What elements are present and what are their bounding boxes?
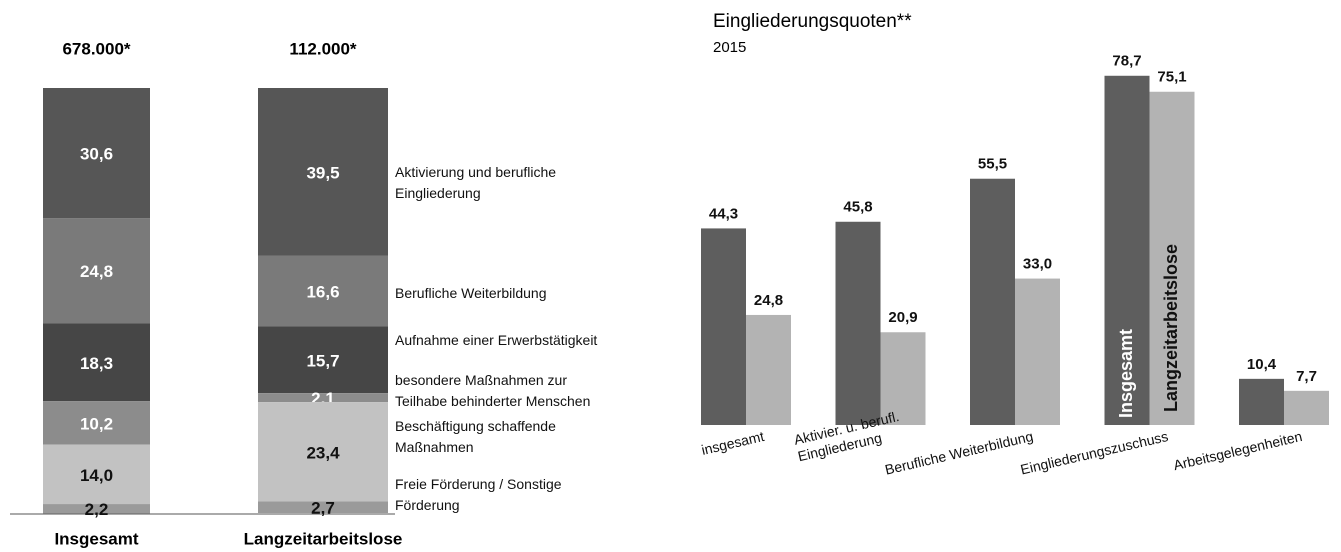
value-label: 33,0 xyxy=(1023,256,1052,273)
chart-subtitle: 2015 xyxy=(713,39,746,56)
total-label: 112.000* xyxy=(289,39,357,58)
series-name: Insgesamt xyxy=(1116,329,1136,418)
bar xyxy=(1104,75,1150,426)
series-name: Langzeitarbeitslose xyxy=(1161,244,1181,412)
bar xyxy=(1284,390,1329,425)
bar xyxy=(1239,378,1284,425)
legend-label: Aufnahme einer Erwerbstätigkeit xyxy=(395,332,598,348)
bar xyxy=(1015,278,1060,425)
value-label: 30,6 xyxy=(80,145,113,164)
bar-segment xyxy=(258,393,388,403)
value-label: 16,6 xyxy=(306,283,339,302)
value-label: 10,2 xyxy=(80,414,113,433)
category-label: Langzeitarbeitslose xyxy=(244,529,403,548)
bar xyxy=(835,221,881,425)
bar xyxy=(701,228,746,425)
bar xyxy=(1149,91,1195,426)
legend-label: Beschäftigung schaffende Maßnahmen xyxy=(395,418,556,455)
legend-label: Freie Förderung / Sonstige Förderung xyxy=(395,476,562,513)
bar-segment xyxy=(43,504,150,514)
value-label: 75,1 xyxy=(1157,69,1186,86)
value-label: 45,8 xyxy=(843,199,872,216)
legend-label: Berufliche Weiterbildung xyxy=(395,285,547,301)
bar-segment xyxy=(258,88,388,256)
bar-segment xyxy=(43,218,150,324)
bar-segment xyxy=(258,255,388,327)
value-label: 78,7 xyxy=(1112,53,1141,70)
value-label: 18,3 xyxy=(80,354,113,373)
value-label: 55,5 xyxy=(978,156,1007,173)
bar xyxy=(970,178,1015,425)
value-label: 2,2 xyxy=(85,500,109,519)
value-label: 39,5 xyxy=(306,163,339,182)
value-label: 7,7 xyxy=(1296,368,1317,385)
value-label: 10,4 xyxy=(1247,356,1277,373)
value-label: 44,3 xyxy=(709,205,738,222)
bar-segment xyxy=(43,444,150,505)
legend-label: besondere Maßnahmen zur Teilhabe behinde… xyxy=(395,372,591,409)
value-label: 20,9 xyxy=(888,309,917,326)
category-label: Insgesamt xyxy=(54,529,138,548)
bar xyxy=(880,332,926,425)
bar-segment xyxy=(258,402,388,502)
bar-segment xyxy=(258,326,388,394)
chart-title: Eingliederungsquoten** xyxy=(713,11,912,32)
value-label: 24,8 xyxy=(754,292,783,309)
bar-segment xyxy=(258,501,388,513)
bar-segment xyxy=(43,88,150,219)
value-label: 14,0 xyxy=(80,466,113,485)
total-label: 678.000* xyxy=(62,39,130,58)
value-label: 2,7 xyxy=(311,499,335,518)
value-label: 15,7 xyxy=(306,351,339,370)
bar-segment xyxy=(43,401,150,445)
legend-label: Aktivierung und berufliche Eingliederung xyxy=(395,164,557,201)
value-label: 24,8 xyxy=(80,262,113,281)
bar xyxy=(746,314,791,425)
bar-segment xyxy=(43,323,150,402)
value-label: 23,4 xyxy=(306,443,340,462)
